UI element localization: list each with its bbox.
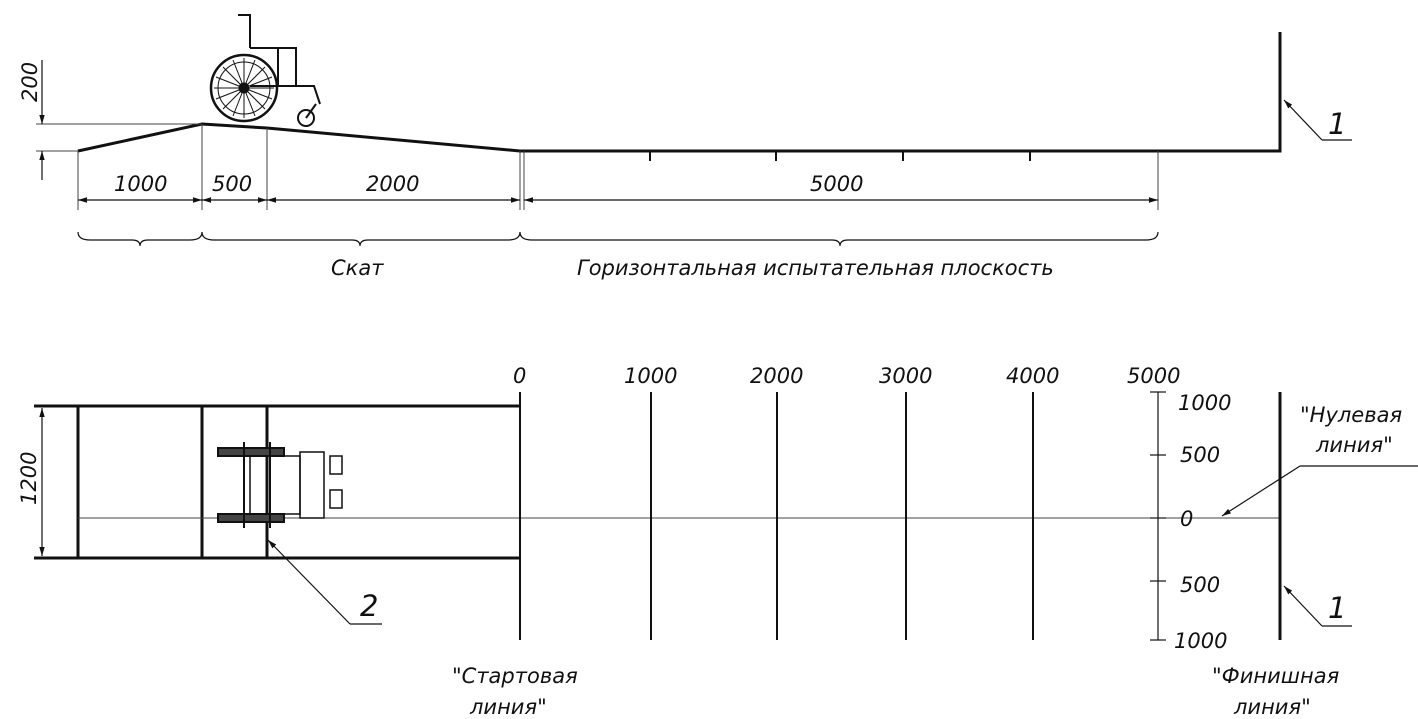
distance-lines: [519, 392, 1034, 640]
ramp-caption: Скат: [331, 256, 384, 280]
distance-tick-4000: 4000: [1006, 364, 1059, 388]
wheelchair-callout: 2: [267, 539, 382, 625]
start-line-label-2: линия": [469, 695, 547, 719]
lateral-tick-0: 0: [1180, 507, 1193, 531]
distance-tick-0: 0: [513, 364, 526, 388]
finish-line-callout: 1: [1283, 585, 1352, 627]
finish-line-label-1: "Финишная: [1212, 664, 1339, 688]
ramp-profile: [77, 32, 1282, 153]
start-line-label-1: "Стартовая: [452, 664, 578, 688]
finish-callout-number-side: 1: [1328, 107, 1346, 141]
finish-wall-callout: 1: [1283, 99, 1352, 141]
side-view: 200 1000 500 2000 5000 Скат Гори: [18, 14, 1352, 280]
segment-dim-1000: 1000: [114, 172, 167, 196]
width-dimension: 1200: [17, 408, 45, 556]
lateral-tick-bottom-1000: 1000: [1174, 629, 1227, 653]
finish-line-label-2: линия": [1233, 695, 1311, 719]
width-dim-label: 1200: [17, 452, 41, 505]
zero-line-label-1: "Нулевая: [1300, 403, 1402, 427]
distance-tick-1000: 1000: [624, 364, 677, 388]
distance-tick-5000: 5000: [1127, 364, 1180, 388]
segment-dim-2000: 2000: [366, 172, 419, 196]
ramp-plan: [34, 404, 520, 560]
section-braces: [77, 231, 1159, 247]
lateral-tick-top-500: 500: [1180, 443, 1220, 467]
distance-tick-3000: 3000: [879, 364, 932, 388]
segment-extension-lines: [77, 124, 1159, 210]
plane-caption: Горизонтальная испытательная плоскость: [577, 256, 1054, 280]
distance-tick-2000: 2000: [750, 364, 803, 388]
lateral-tick-top-1000: 1000: [1178, 391, 1231, 415]
plan-view: 1200 0 1000 2000 3000 4000 5000 1000 500: [17, 364, 1418, 719]
finish-callout-number-plan: 1: [1328, 591, 1346, 625]
lateral-scale: [1150, 391, 1166, 641]
plane-ticks: [649, 151, 1031, 161]
height-dim-label: 200: [18, 62, 42, 102]
segment-dim-5000: 5000: [810, 172, 863, 196]
lateral-tick-bottom-500: 500: [1180, 573, 1220, 597]
segment-dim-500: 500: [212, 172, 252, 196]
height-dimension: 200: [18, 60, 202, 180]
zero-line-leader: [1221, 465, 1418, 517]
wheelchair-top-icon: [217, 442, 343, 528]
wheelchair-callout-number: 2: [360, 589, 378, 623]
wheelchair-side-icon: [209, 14, 321, 127]
zero-line-label-2: линия": [1315, 433, 1393, 457]
